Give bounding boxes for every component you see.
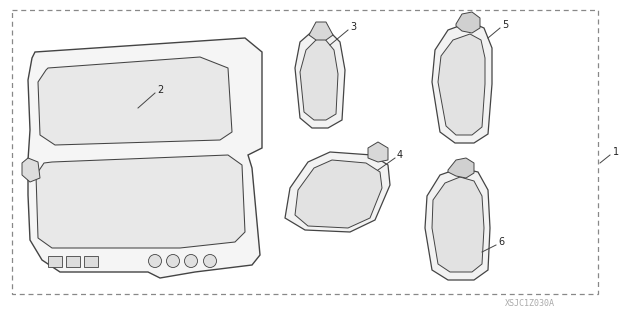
Polygon shape — [295, 160, 382, 228]
Text: 3: 3 — [350, 22, 356, 32]
Circle shape — [204, 255, 216, 268]
Polygon shape — [38, 57, 232, 145]
Polygon shape — [368, 142, 388, 162]
Text: 1: 1 — [613, 147, 619, 157]
Text: XSJC1Z030A: XSJC1Z030A — [505, 300, 555, 308]
Text: 4: 4 — [397, 150, 403, 160]
Bar — [12, 10, 598, 294]
Bar — [48, 256, 62, 267]
Text: 6: 6 — [498, 237, 504, 247]
Bar — [84, 256, 98, 267]
Text: 2: 2 — [157, 85, 163, 95]
Polygon shape — [456, 12, 480, 33]
Circle shape — [166, 255, 179, 268]
Polygon shape — [285, 152, 390, 232]
Polygon shape — [300, 38, 338, 120]
Polygon shape — [28, 38, 262, 278]
Polygon shape — [36, 155, 245, 248]
Polygon shape — [432, 22, 492, 143]
Polygon shape — [432, 177, 484, 272]
Bar — [66, 256, 80, 267]
Circle shape — [148, 255, 161, 268]
Polygon shape — [295, 28, 345, 128]
Text: 5: 5 — [502, 20, 508, 30]
Circle shape — [184, 255, 198, 268]
Polygon shape — [448, 158, 474, 178]
Polygon shape — [309, 22, 333, 40]
Polygon shape — [425, 168, 490, 280]
Polygon shape — [22, 158, 40, 182]
Polygon shape — [438, 34, 485, 135]
